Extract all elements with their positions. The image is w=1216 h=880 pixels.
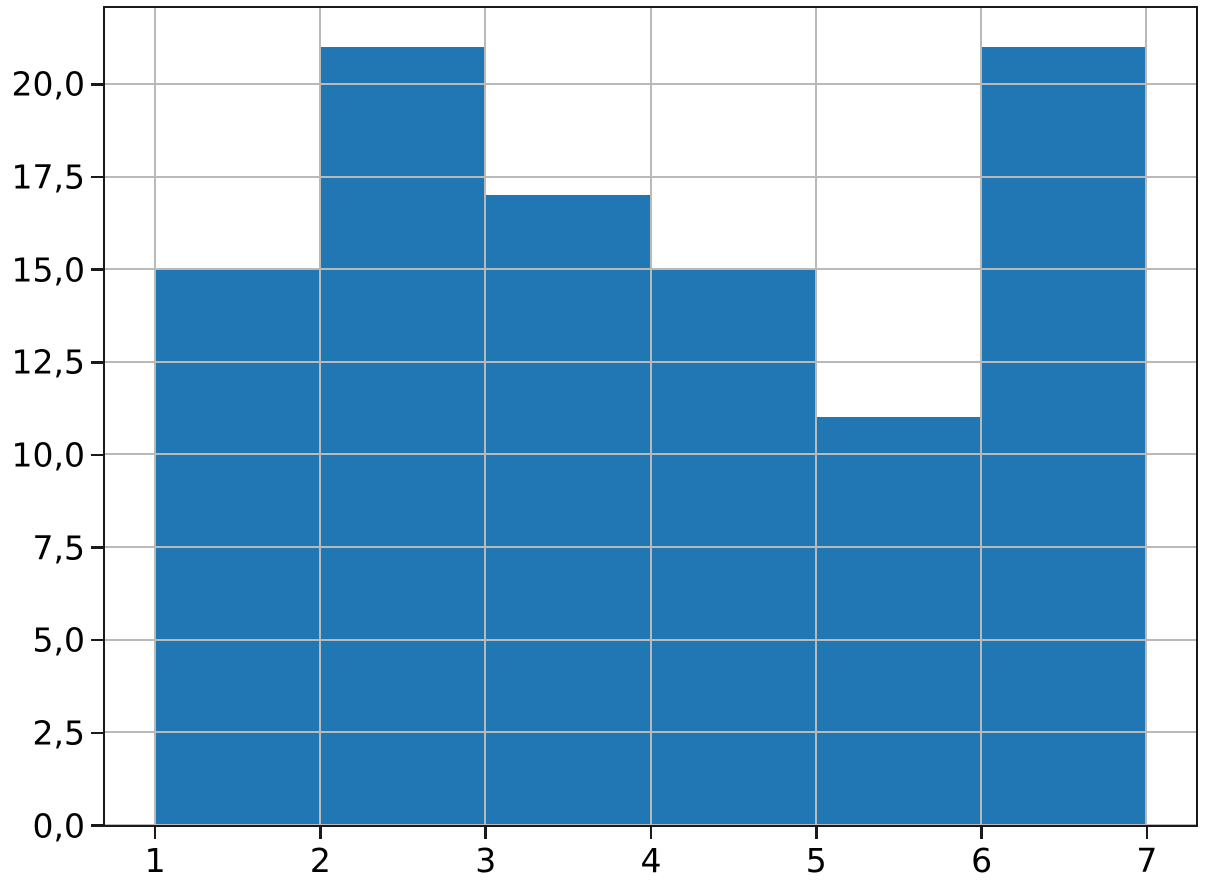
x-tick-label: 2 [309,841,331,880]
x-gridline [814,8,817,825]
y-tick-label: 0,0 [32,806,85,845]
y-tick [91,175,103,179]
x-gridline [1145,8,1148,825]
x-tick-label: 3 [475,841,497,880]
x-gridline [318,8,321,825]
y-tick [91,83,103,86]
x-tick-label: 4 [640,841,662,880]
y-tick-label: 17,5 [11,157,85,197]
y-tick-label: 15,0 [11,250,85,290]
y-tick [91,546,103,549]
y-tick [91,453,103,457]
x-tick [484,827,487,839]
y-tick [91,268,103,271]
x-tick [980,827,983,839]
histogram-bar [815,417,982,825]
y-tick-label: 20,0 [11,64,85,104]
x-tick-label: 5 [805,841,827,880]
y-tick-label: 12,5 [11,342,85,382]
x-tick [1145,827,1149,839]
x-gridline [980,8,983,825]
y-tick-label: 7,5 [32,528,85,568]
x-tick-label: 6 [971,841,993,880]
histogram-bar [981,46,1147,825]
x-tick [815,827,818,839]
x-tick [649,827,653,839]
y-tick [91,638,103,642]
y-tick-label: 10,0 [11,435,85,475]
y-tick-label: 5,0 [32,620,85,660]
histogram-bar [485,195,651,825]
x-tick-label: 7 [1136,841,1158,880]
x-tick [319,827,322,839]
y-tick-label: 2,5 [32,713,85,753]
y-tick [91,731,103,735]
histogram-bar [319,46,486,825]
plot-area [103,6,1198,827]
x-gridline [153,8,156,825]
x-tick-label: 1 [144,841,166,880]
y-tick [91,824,103,827]
x-gridline [649,8,652,825]
x-tick [153,827,157,839]
y-tick [91,361,103,364]
x-gridline [484,8,487,825]
